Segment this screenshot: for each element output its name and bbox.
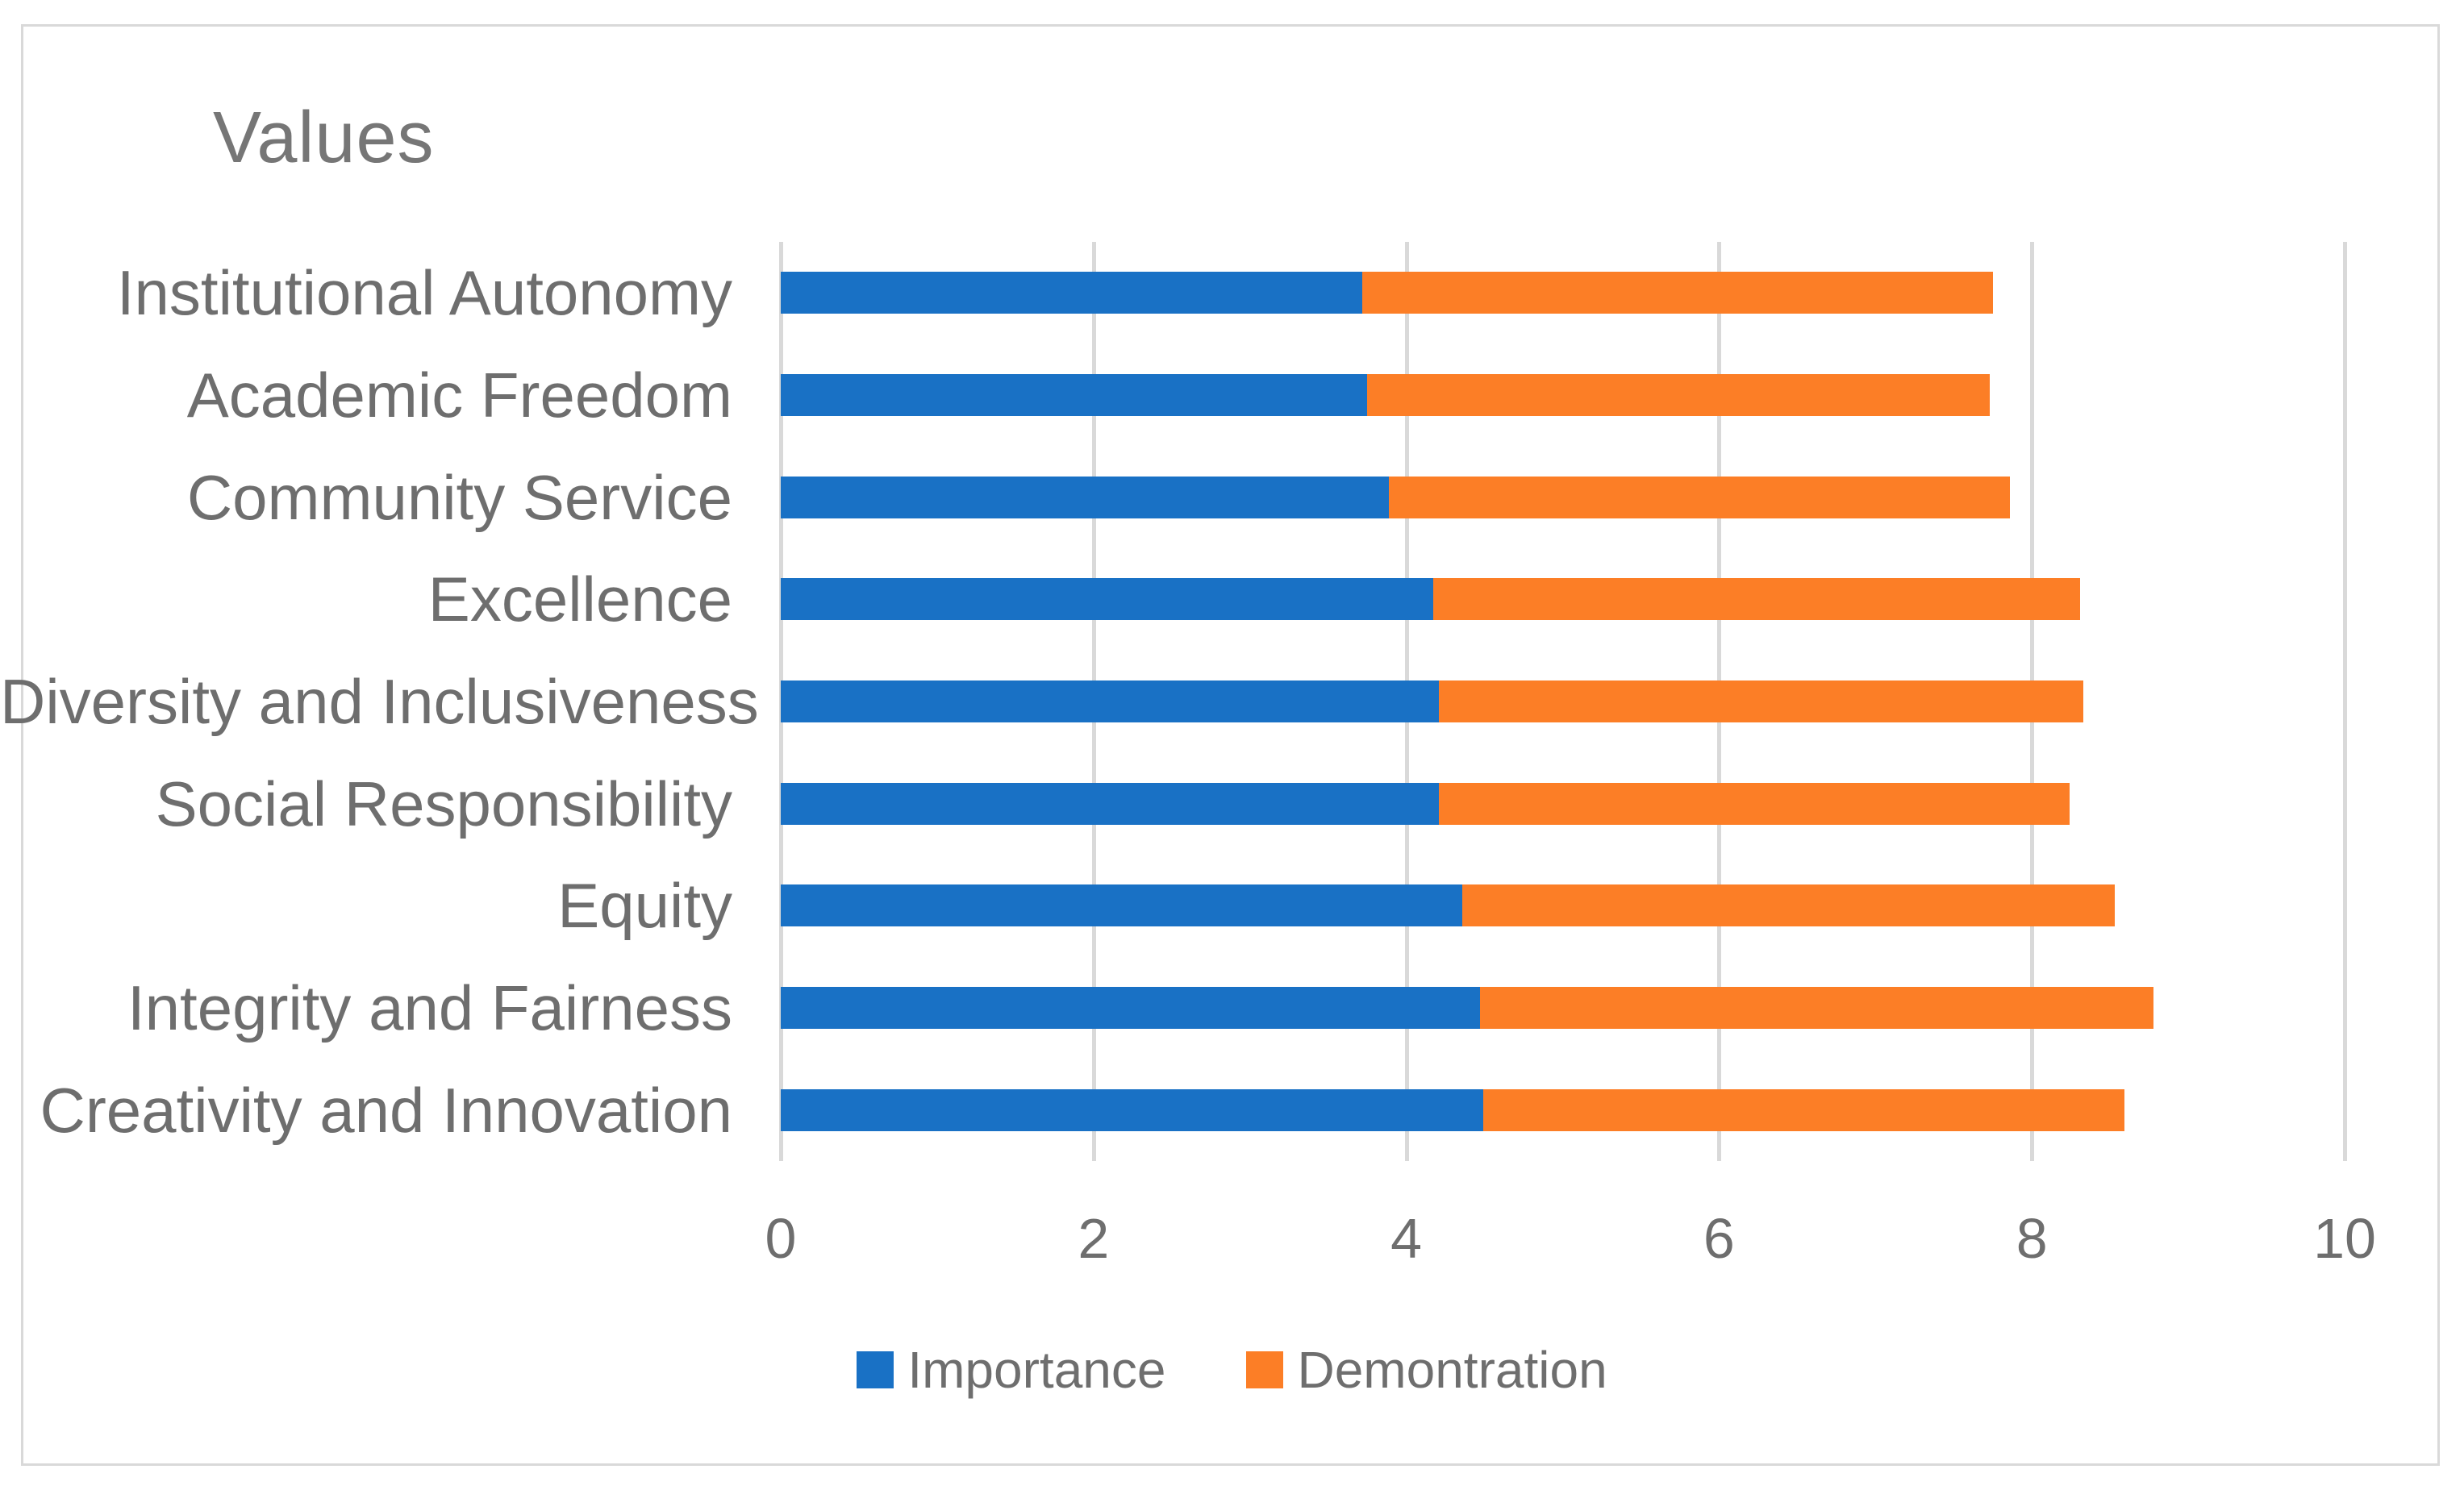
plot-area — [779, 242, 2347, 1161]
bar-segment-importance — [781, 680, 1440, 722]
legend-item-demontration: Demontration — [1246, 1340, 1607, 1400]
category-label: Community Service — [186, 461, 732, 533]
bar-row — [781, 374, 2345, 416]
legend: Importance Demontration — [0, 1340, 2464, 1400]
bar-segment-importance — [781, 1088, 1483, 1131]
bar-segment-importance — [781, 578, 1433, 621]
bar-segment-demontration — [1439, 680, 2084, 722]
category-label: Academic Freedom — [186, 360, 732, 431]
bar-row — [781, 476, 2345, 518]
category-label: Equity — [557, 870, 732, 942]
legend-swatch — [857, 1351, 894, 1388]
category-label: Institutional Autonomy — [116, 257, 732, 329]
bar-segment-demontration — [1462, 884, 2115, 927]
x-tick-label: 0 — [765, 1207, 797, 1270]
bar-row — [781, 884, 2345, 927]
bar-segment-demontration — [1479, 987, 2154, 1029]
x-tick-label: 10 — [2313, 1207, 2376, 1270]
bar-segment-importance — [781, 476, 1390, 518]
legend-swatch — [1246, 1351, 1284, 1388]
category-label: Social Responsibility — [155, 768, 732, 839]
bar-row — [781, 272, 2345, 314]
category-label: Excellence — [427, 564, 732, 635]
bar-segment-importance — [781, 374, 1368, 416]
bar-segment-demontration — [1482, 1088, 2124, 1131]
x-tick-label: 6 — [1703, 1207, 1735, 1270]
category-label: Diversity and Inclusiveness — [0, 666, 759, 737]
bar-row — [781, 1088, 2345, 1131]
legend-label: Demontration — [1297, 1341, 1607, 1399]
bar-segment-demontration — [1432, 578, 2081, 621]
bar-row — [781, 680, 2345, 722]
bar-segment-importance — [781, 884, 1463, 927]
x-tick-label: 4 — [1390, 1207, 1423, 1270]
category-label: Integrity and Fairness — [127, 972, 732, 1043]
x-tick-label: 2 — [1078, 1207, 1110, 1270]
gridline — [2343, 242, 2347, 1161]
bar-segment-importance — [781, 272, 1363, 314]
x-tick-label: 8 — [2016, 1207, 2048, 1270]
bar-segment-demontration — [1362, 272, 1993, 314]
category-label: Creativity and Innovation — [40, 1074, 733, 1146]
bar-row — [781, 782, 2345, 825]
bar-segment-demontration — [1389, 476, 2011, 518]
legend-label: Importance — [907, 1341, 1166, 1399]
bar-row — [781, 578, 2345, 621]
chart-title: Values — [213, 98, 435, 178]
bar-segment-importance — [781, 782, 1440, 825]
bar-segment-importance — [781, 987, 1480, 1029]
legend-item-importance: Importance — [857, 1340, 1165, 1400]
bar-segment-demontration — [1439, 782, 2070, 825]
bar-segment-demontration — [1367, 374, 1990, 416]
bar-row — [781, 987, 2345, 1029]
chart-border — [21, 24, 2440, 1466]
